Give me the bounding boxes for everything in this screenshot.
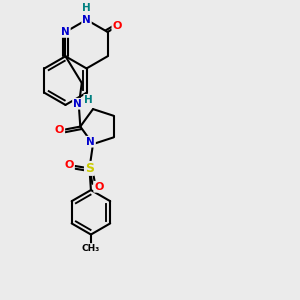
Text: O: O	[55, 124, 64, 134]
Text: H: H	[84, 95, 93, 105]
Text: O: O	[112, 22, 122, 32]
Text: O: O	[94, 182, 104, 192]
Text: N: N	[61, 27, 70, 37]
Text: O: O	[64, 160, 74, 170]
Text: N: N	[82, 15, 91, 25]
Text: N: N	[86, 137, 95, 147]
Text: N: N	[73, 99, 82, 109]
Text: CH₃: CH₃	[82, 244, 100, 253]
Text: S: S	[85, 162, 94, 175]
Text: H: H	[82, 3, 91, 13]
